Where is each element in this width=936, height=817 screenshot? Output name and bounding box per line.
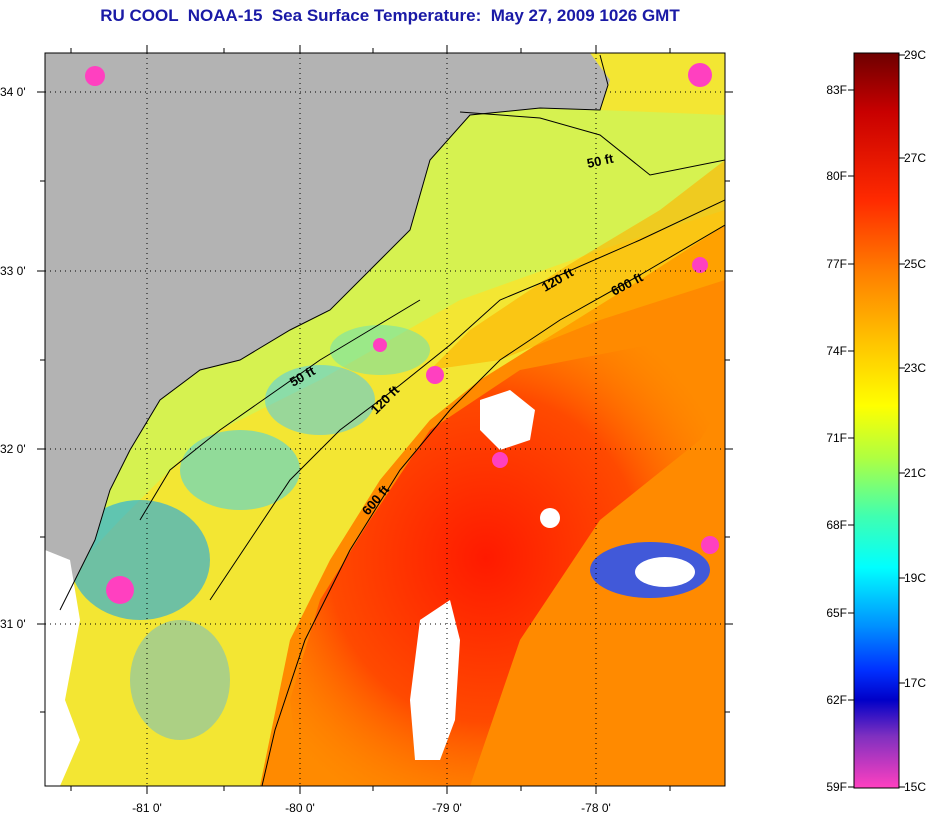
- colorbar-c-label: 17C: [904, 676, 926, 690]
- cold-spot: [106, 576, 134, 604]
- lat-axis: 34 0' 33 0' 32 0' 31 0': [0, 85, 733, 713]
- cold-eddy-core: [635, 557, 695, 587]
- colorbar-f-label: 83F: [826, 83, 847, 97]
- lat-label: 31 0': [0, 617, 26, 631]
- colorbar-ticks: [848, 54, 905, 788]
- isobath-50-south: [139, 299, 421, 521]
- colorbar-f-label: 59F: [826, 780, 847, 794]
- sst-map: [45, 53, 725, 786]
- cold-spot: [373, 338, 387, 352]
- cool-patch: [130, 620, 230, 740]
- coastline: [59, 54, 609, 611]
- gulf-stream-core: [290, 330, 725, 786]
- lon-axis: -81 0' -80 0' -79 0' -78 0': [70, 45, 671, 815]
- colorbar-c-label: 19C: [904, 571, 926, 585]
- colorbar-f-label: 65F: [826, 606, 847, 620]
- colorbar-c-label: 15C: [904, 780, 926, 794]
- cold-spot: [692, 257, 708, 273]
- colorbar-c-label: 23C: [904, 361, 926, 375]
- isobath-50: [459, 111, 725, 176]
- cool-patch: [70, 500, 210, 620]
- map-frame: [44, 52, 726, 787]
- cool-patch: [180, 430, 300, 510]
- isobath-600: [261, 224, 725, 786]
- colorbar-f-label: 71F: [826, 431, 847, 445]
- colorbar-f-label: 68F: [826, 518, 847, 532]
- lat-label: 33 0': [0, 264, 26, 278]
- contour-label: 50 ft: [586, 151, 616, 171]
- cloud-area: [410, 600, 460, 760]
- colorbar-f-label: 77F: [826, 257, 847, 271]
- map-title: RU COOL NOAA-15 Sea Surface Temperature:…: [100, 6, 680, 25]
- lat-label: 34 0': [0, 85, 26, 99]
- cloud-area: [540, 508, 560, 528]
- colorbar: 83F 80F 77F 74F 71F 68F 65F 62F 59F 29C …: [826, 48, 926, 794]
- colorbar-c-label: 27C: [904, 151, 926, 165]
- colorbar-c-label: 25C: [904, 257, 926, 271]
- cold-spot: [426, 366, 444, 384]
- cold-spot: [492, 452, 508, 468]
- land: [45, 53, 610, 610]
- colorbar-f-label: 74F: [826, 344, 847, 358]
- offshore-blend: [430, 160, 725, 370]
- cold-spot: [701, 536, 719, 554]
- cold-spot: [688, 63, 712, 87]
- cold-spot: [85, 66, 105, 86]
- lon-label: -81 0': [132, 801, 162, 815]
- lon-label: -78 0': [581, 801, 611, 815]
- colorbar-f-label: 80F: [826, 169, 847, 183]
- lat-label: 32 0': [0, 442, 26, 456]
- lon-label: -80 0': [285, 801, 315, 815]
- colorbar-gradient: [853, 52, 900, 789]
- colorbar-c-label: 21C: [904, 466, 926, 480]
- cool-patch: [265, 365, 375, 435]
- cloud-area: [45, 550, 80, 786]
- cloud-area: [480, 390, 535, 450]
- isobath-120: [209, 199, 725, 601]
- colorbar-c-label: 29C: [904, 48, 926, 62]
- lon-label: -79 0': [432, 801, 462, 815]
- colorbar-f-label: 62F: [826, 693, 847, 707]
- graticule: [45, 53, 725, 786]
